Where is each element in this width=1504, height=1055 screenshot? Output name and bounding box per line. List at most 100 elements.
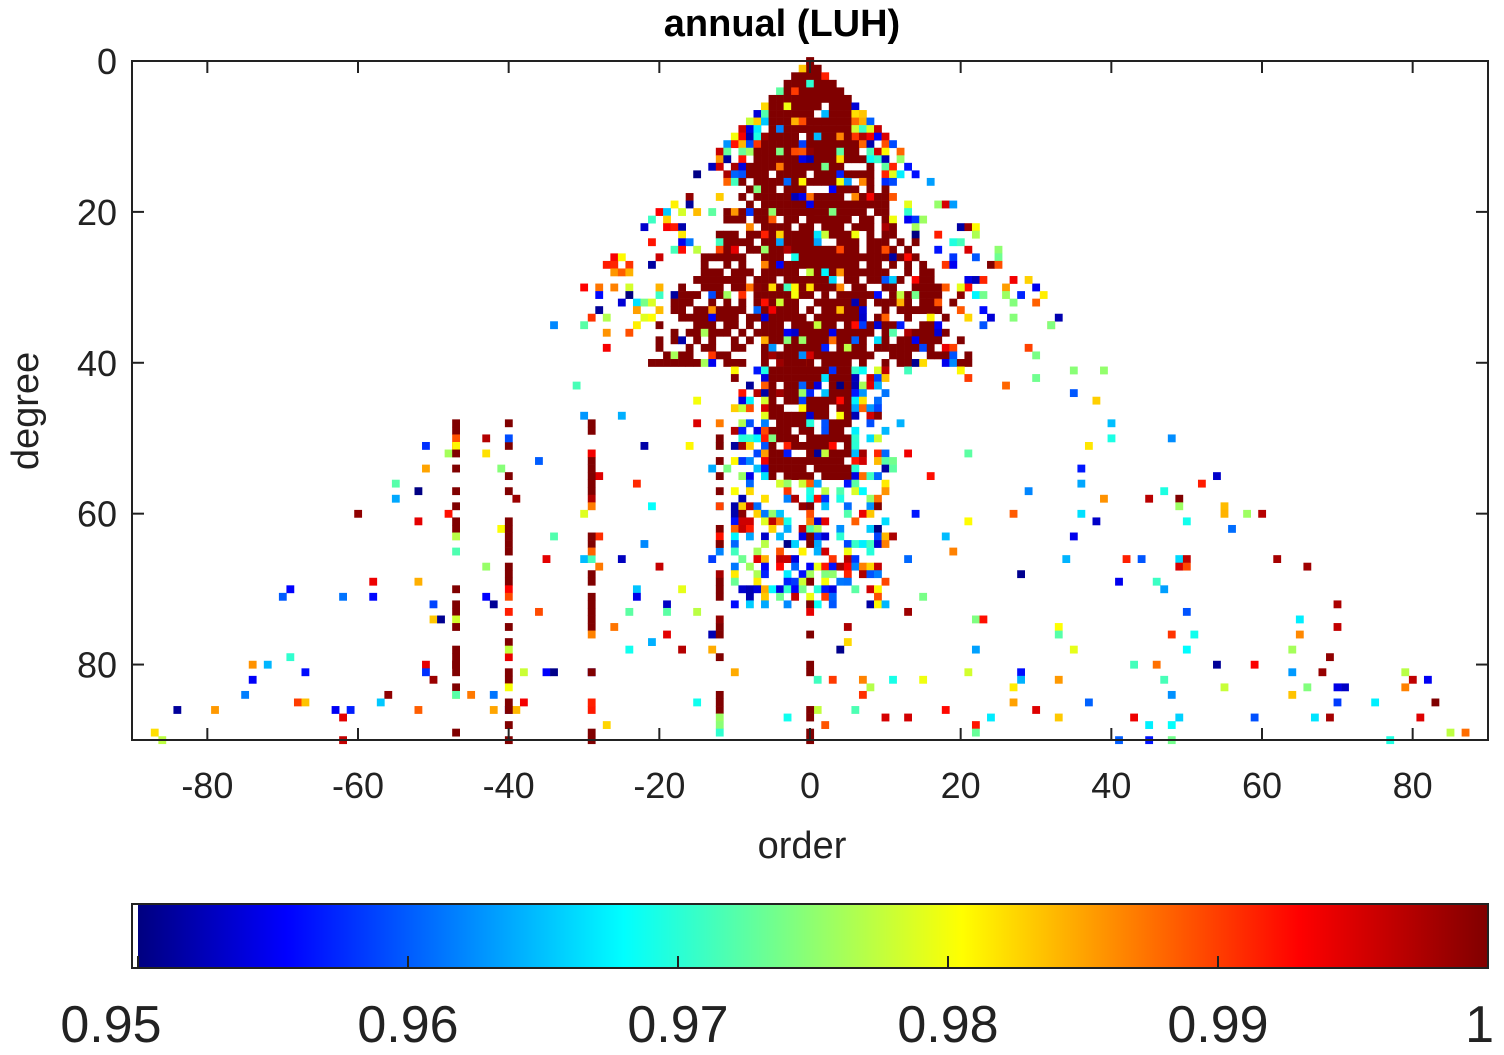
heatmap-cell [836,645,845,654]
heatmap-cell [821,147,830,156]
heatmap-cell [821,94,830,103]
heatmap-cell [1054,630,1063,639]
heatmap-cell [663,607,671,616]
heatmap-cell [745,381,754,390]
heatmap-cell [843,306,852,315]
heatmap-cell [1341,683,1349,692]
heatmap-cell [761,426,769,435]
heatmap-cell [1220,509,1229,518]
heatmap-cell [783,540,792,548]
heatmap-cell [761,389,769,398]
heatmap-cell [429,675,438,684]
heatmap-cell [813,147,822,156]
heatmap-cell [806,351,815,360]
heatmap-cell [738,193,747,201]
heatmap-cell [798,87,807,96]
heatmap-cell [889,532,897,541]
heatmap-cell [753,464,762,473]
heatmap-cell [693,336,702,345]
heatmap-cell [715,487,724,496]
heatmap-cell [723,298,732,307]
heatmap-cell [437,615,445,624]
heatmap-cell [821,155,830,164]
heatmap-cell [979,291,988,299]
heatmap-cell [798,419,807,428]
heatmap-cell [504,645,513,654]
heatmap-cell [881,132,890,141]
heatmap-cell [874,336,882,345]
heatmap-cell [926,328,935,337]
heatmap-cell [926,343,935,352]
heatmap-cell [821,328,830,337]
heatmap-cell [791,87,799,96]
heatmap-cell [964,313,973,322]
heatmap-cell [700,328,709,337]
heatmap-cell [730,502,739,511]
heatmap-cell [783,110,792,118]
heatmap-cell [791,494,799,503]
heatmap-cell [745,479,754,488]
heatmap-cell [1107,434,1116,443]
heatmap-cell [798,464,807,473]
heatmap-cell [655,253,664,262]
heatmap-cell [791,215,799,224]
heatmap-cell [761,419,769,428]
heatmap-cell [738,283,747,292]
heatmap-cell [851,585,860,594]
heatmap-cell [791,110,799,118]
heatmap-cell [858,472,867,481]
heatmap-cell [602,328,611,337]
heatmap-cell [730,532,739,541]
heatmap-cell [904,343,912,352]
heatmap-cell [761,155,769,164]
heatmap-cell [783,472,792,481]
heatmap-cell [843,419,852,428]
heatmap-cell [911,283,920,292]
heatmap-cell [761,592,769,601]
heatmap-cell [1032,351,1041,360]
x-tick-label: 40 [1091,765,1131,806]
heatmap-cell [813,177,822,186]
heatmap-cell [934,200,943,209]
heatmap-cell [828,464,837,473]
heatmap-cell [836,260,845,269]
heatmap-cell [1326,713,1334,722]
heatmap-cell [874,374,882,382]
heatmap-cell [753,306,762,315]
heatmap-cell [851,291,860,299]
heatmap-cell [504,668,513,677]
heatmap-cell [874,366,882,375]
heatmap-cell [866,494,875,503]
heatmap-cell [881,336,890,345]
heatmap-cell [776,359,784,367]
heatmap-cell [1175,494,1184,503]
heatmap-cell [979,306,988,315]
heatmap-cell [761,540,769,548]
heatmap-cell [828,313,837,322]
heatmap-cell [851,343,860,352]
heatmap-cell [761,457,769,465]
heatmap-cell [828,102,837,111]
heatmap-cell [866,170,875,179]
heatmap-cell [798,426,807,435]
heatmap-cell [655,306,664,315]
heatmap-cell [881,328,890,337]
heatmap-cell [798,102,807,111]
heatmap-cell [851,140,860,149]
heatmap-cell [836,253,845,262]
heatmap-cell [745,321,754,330]
heatmap-cell [1333,683,1342,692]
heatmap-cell [798,170,807,179]
heatmap-cell [813,381,822,390]
heatmap-cell [745,283,754,292]
heatmap-cell [851,238,860,247]
heatmap-cell [949,260,958,269]
heatmap-cell [798,260,807,269]
heatmap-cell [339,592,347,601]
heatmap-cell [776,155,784,164]
heatmap-cell [866,562,875,571]
heatmap-cell [753,547,762,556]
heatmap-cell [723,155,732,164]
heatmap-cell [723,328,732,337]
